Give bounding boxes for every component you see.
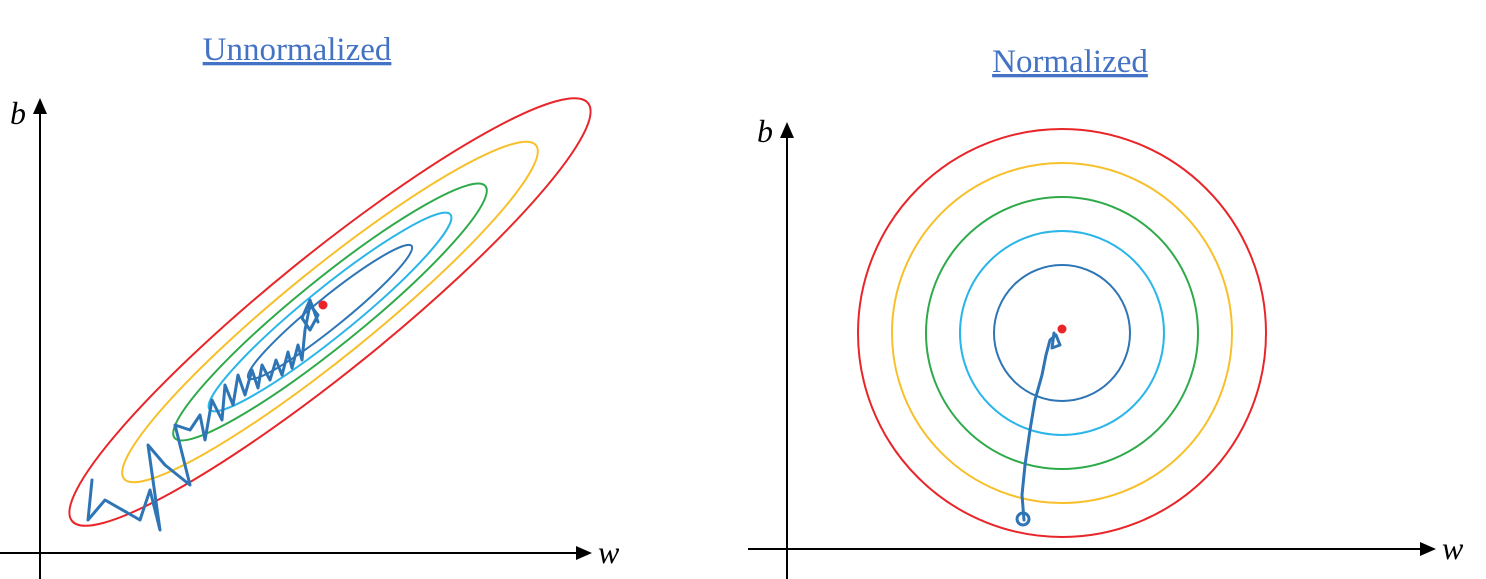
contour — [891, 162, 1233, 504]
contour — [993, 264, 1131, 402]
y-arrow — [780, 122, 794, 138]
panel-normalized: Normalized b w — [748, 44, 1464, 579]
contours — [857, 128, 1267, 538]
y-arrow — [33, 98, 47, 114]
x-arrow — [1420, 542, 1436, 556]
panel-title: Unnormalized — [203, 32, 392, 68]
minimum — [1057, 324, 1067, 334]
descent-path — [86, 298, 320, 532]
contour — [68, 97, 592, 527]
contour — [121, 140, 539, 484]
panel-title: Normalized — [992, 44, 1148, 80]
contour — [246, 243, 414, 381]
x-axis-label: w — [598, 534, 620, 570]
contours — [68, 97, 592, 527]
contour — [925, 196, 1199, 470]
x-axis-label: w — [1442, 530, 1464, 566]
minimum — [318, 300, 328, 310]
y-axis-label: b — [757, 113, 773, 149]
contour — [959, 230, 1165, 436]
x-arrow — [576, 546, 592, 560]
descent-path — [1020, 331, 1062, 522]
y-axis-label: b — [10, 95, 26, 131]
contour — [172, 182, 488, 442]
start — [1015, 511, 1031, 527]
panel-unnormalized: Unnormalized b w — [0, 32, 620, 579]
contour — [857, 128, 1267, 538]
